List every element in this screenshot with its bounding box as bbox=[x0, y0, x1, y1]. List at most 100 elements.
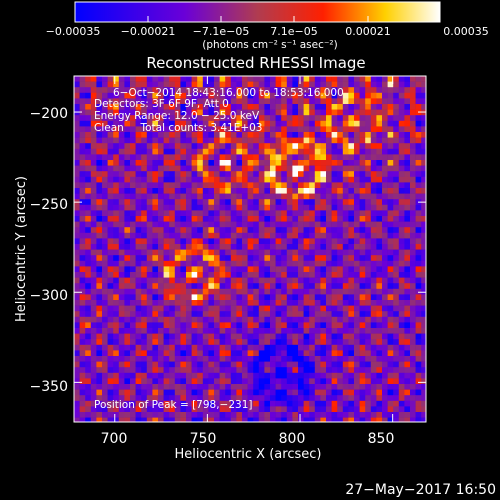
heatmap-cell bbox=[141, 238, 148, 245]
heatmap-cell bbox=[79, 395, 86, 402]
heatmap-cell bbox=[141, 244, 148, 250]
heatmap-cell bbox=[107, 109, 114, 116]
heatmap-cell bbox=[331, 272, 338, 278]
heatmap-cell bbox=[253, 104, 260, 110]
heatmap-cell bbox=[191, 272, 198, 278]
heatmap-cell bbox=[342, 120, 349, 127]
heatmap-cell bbox=[219, 260, 226, 267]
heatmap-cell bbox=[107, 300, 114, 306]
heatmap-cell bbox=[281, 412, 288, 418]
heatmap-cell bbox=[96, 81, 103, 88]
heatmap-cell bbox=[370, 356, 377, 362]
heatmap-cell bbox=[96, 305, 103, 312]
heatmap-cell bbox=[365, 171, 372, 178]
heatmap-cell bbox=[130, 300, 136, 306]
heatmap-cell bbox=[342, 132, 349, 138]
heatmap-cell bbox=[298, 412, 304, 418]
heatmap-cell bbox=[85, 244, 92, 250]
heatmap-cell bbox=[258, 244, 265, 250]
heatmap-cell bbox=[197, 361, 204, 368]
heatmap-cell bbox=[275, 417, 282, 422]
heatmap-cell bbox=[124, 412, 131, 418]
heatmap-cell bbox=[174, 384, 181, 390]
heatmap-cell bbox=[309, 115, 316, 122]
heatmap-cell bbox=[253, 227, 260, 234]
heatmap-cell bbox=[398, 339, 405, 346]
heatmap-cell bbox=[331, 148, 338, 155]
heatmap-cell bbox=[146, 395, 153, 402]
heatmap-cell bbox=[393, 210, 400, 217]
heatmap-cell bbox=[393, 361, 400, 368]
heatmap-cell bbox=[365, 227, 372, 234]
heatmap-cell bbox=[326, 216, 332, 222]
heatmap-cell bbox=[298, 300, 304, 306]
heatmap-cell bbox=[96, 255, 103, 262]
heatmap-cell bbox=[74, 87, 80, 94]
heatmap-cell bbox=[107, 417, 114, 422]
heatmap-cell bbox=[102, 143, 108, 150]
heatmap-cell bbox=[180, 316, 187, 323]
heatmap-cell bbox=[320, 378, 327, 385]
heatmap-cell bbox=[74, 132, 80, 138]
heatmap-cell bbox=[326, 417, 332, 422]
heatmap-cell bbox=[191, 322, 198, 329]
heatmap-cell bbox=[359, 322, 366, 329]
heatmap-cell bbox=[230, 350, 237, 357]
y-tick-label-200: −200 bbox=[30, 106, 68, 122]
heatmap-cell bbox=[275, 137, 282, 144]
heatmap-cell bbox=[331, 294, 338, 301]
heatmap-cell bbox=[236, 406, 243, 413]
heatmap-cell bbox=[415, 120, 422, 127]
heatmap-cell bbox=[253, 115, 260, 122]
heatmap-cell bbox=[247, 322, 254, 329]
heatmap-cell bbox=[102, 104, 108, 110]
heatmap-cell bbox=[208, 311, 215, 318]
heatmap-cell bbox=[281, 277, 288, 284]
heatmap-cell bbox=[270, 311, 276, 318]
heatmap-cell bbox=[292, 417, 299, 422]
heatmap-cell bbox=[314, 238, 321, 245]
heatmap-cell bbox=[415, 333, 422, 340]
heatmap-cell bbox=[354, 378, 360, 385]
heatmap-cell bbox=[421, 171, 426, 178]
heatmap-cell bbox=[180, 266, 187, 273]
heatmap-cell bbox=[124, 244, 131, 250]
heatmap-cell bbox=[191, 188, 198, 194]
heatmap-cell bbox=[303, 87, 310, 94]
heatmap-cell bbox=[113, 260, 120, 267]
heatmap-cell bbox=[415, 305, 422, 312]
heatmap-cell bbox=[180, 339, 187, 346]
heatmap-cell bbox=[398, 92, 405, 99]
heatmap-cell bbox=[107, 238, 114, 245]
heatmap-cell bbox=[118, 367, 125, 374]
heatmap-cell bbox=[197, 137, 204, 144]
heatmap-cell bbox=[102, 109, 108, 116]
heatmap-cell bbox=[298, 333, 304, 340]
heatmap-cell bbox=[286, 361, 293, 368]
heatmap-cell bbox=[219, 221, 226, 228]
heatmap-cell bbox=[376, 176, 383, 183]
heatmap-cell bbox=[320, 87, 327, 94]
heatmap-cell bbox=[365, 333, 372, 340]
heatmap-cell bbox=[158, 406, 164, 413]
heatmap-cell bbox=[309, 316, 316, 323]
heatmap-cell bbox=[130, 137, 136, 144]
heatmap-cell bbox=[292, 81, 299, 88]
heatmap-cell bbox=[214, 372, 220, 379]
heatmap-cell bbox=[158, 188, 164, 194]
heatmap-cell bbox=[219, 76, 226, 82]
heatmap-cell bbox=[152, 154, 159, 161]
heatmap-cell bbox=[326, 361, 332, 368]
heatmap-cell bbox=[326, 238, 332, 245]
heatmap-cell bbox=[113, 81, 120, 88]
heatmap-cell bbox=[365, 316, 372, 323]
heatmap-cell bbox=[354, 227, 360, 234]
heatmap-cell bbox=[96, 199, 103, 206]
heatmap-cell bbox=[85, 210, 92, 217]
heatmap-cell bbox=[225, 204, 232, 211]
heatmap-cell bbox=[130, 160, 136, 166]
heatmap-cell bbox=[258, 350, 265, 357]
heatmap-cell bbox=[387, 232, 394, 239]
heatmap-cell bbox=[337, 249, 344, 256]
heatmap-cell bbox=[320, 81, 327, 88]
